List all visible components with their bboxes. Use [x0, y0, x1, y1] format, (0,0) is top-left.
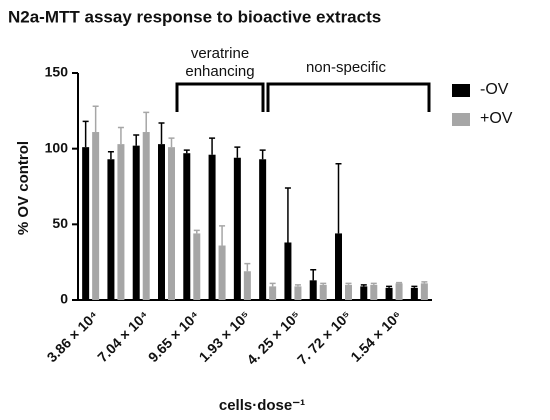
legend-label: -OV — [480, 81, 509, 98]
error-bar — [294, 284, 301, 287]
bar — [82, 147, 90, 300]
error-bar — [183, 149, 190, 154]
bracket-non-specific — [266, 82, 431, 112]
y-axis-label: % OV control — [15, 141, 32, 235]
error-bar — [234, 146, 241, 158]
error-bar — [396, 281, 403, 284]
bar — [284, 242, 292, 300]
bar — [168, 147, 175, 300]
bar — [360, 286, 368, 300]
error-bar — [117, 126, 124, 145]
error-bar — [244, 262, 251, 272]
bar — [335, 233, 342, 300]
error-bar — [284, 187, 291, 243]
bar — [345, 284, 352, 300]
error-bar — [133, 134, 140, 146]
bar — [218, 245, 226, 300]
bar — [395, 283, 403, 300]
bar — [142, 132, 150, 300]
bar — [294, 286, 302, 300]
bar — [259, 159, 267, 300]
bar — [420, 283, 428, 300]
bar — [243, 271, 251, 300]
legend-swatch — [452, 84, 470, 97]
bar — [385, 287, 393, 300]
bar — [107, 159, 115, 300]
error-bar — [421, 281, 428, 284]
bar — [132, 145, 140, 300]
bar — [158, 144, 165, 300]
x-tick-label: 1.54 × 10⁶ — [347, 307, 404, 364]
chart-title: N2a-MTT assay response to bioactive extr… — [8, 7, 381, 26]
error-bar — [370, 282, 377, 285]
bar — [92, 132, 100, 300]
error-bar — [335, 163, 342, 234]
error-bar — [92, 105, 99, 133]
y-tick-label: 50 — [52, 215, 68, 231]
brackets — [175, 82, 431, 112]
bracket-veratrine — [175, 82, 265, 112]
x-tick-label: 4. 25 × 10⁵ — [243, 307, 303, 367]
bar — [319, 284, 327, 300]
x-axis-label: cells·dose⁻¹ — [219, 397, 305, 414]
y-tick-label: 100 — [45, 139, 69, 155]
legend-swatch — [452, 113, 470, 126]
error-bar — [269, 282, 276, 287]
bar — [269, 286, 277, 300]
x-tick-label: 3.86 × 10⁴ — [44, 307, 102, 365]
error-bar — [320, 282, 327, 285]
bar — [193, 233, 201, 300]
error-bar — [158, 122, 165, 145]
error-bar — [143, 111, 150, 133]
error-bar — [82, 120, 89, 148]
annotation: non-specific — [306, 59, 387, 76]
error-bar — [107, 150, 114, 160]
bar — [233, 157, 241, 300]
x-tick-label: 9.65 × 10⁴ — [145, 307, 203, 365]
y-tick-label: 0 — [60, 291, 68, 307]
error-bar — [411, 285, 418, 288]
y-tick-label: 150 — [45, 64, 69, 80]
error-bar — [219, 225, 226, 246]
legend-label: +OV — [480, 110, 513, 127]
error-bar — [310, 268, 317, 281]
x-tick-label: 7. 72 × 10⁵ — [294, 307, 354, 367]
annotation: enhancing — [185, 63, 254, 80]
error-bar — [360, 284, 367, 287]
error-bar — [168, 137, 175, 148]
bar — [183, 153, 191, 300]
bar — [410, 287, 418, 300]
error-bar — [209, 137, 216, 155]
bar — [208, 154, 216, 300]
error-bar — [386, 285, 393, 288]
bar — [117, 144, 125, 300]
error-bar — [259, 149, 266, 160]
error-bar — [193, 229, 200, 234]
x-tick-label: 7.04 × 10⁴ — [94, 307, 152, 365]
annotation: veratrine — [191, 45, 249, 62]
bar — [309, 280, 317, 300]
bar — [370, 284, 378, 300]
error-bar — [345, 282, 352, 285]
